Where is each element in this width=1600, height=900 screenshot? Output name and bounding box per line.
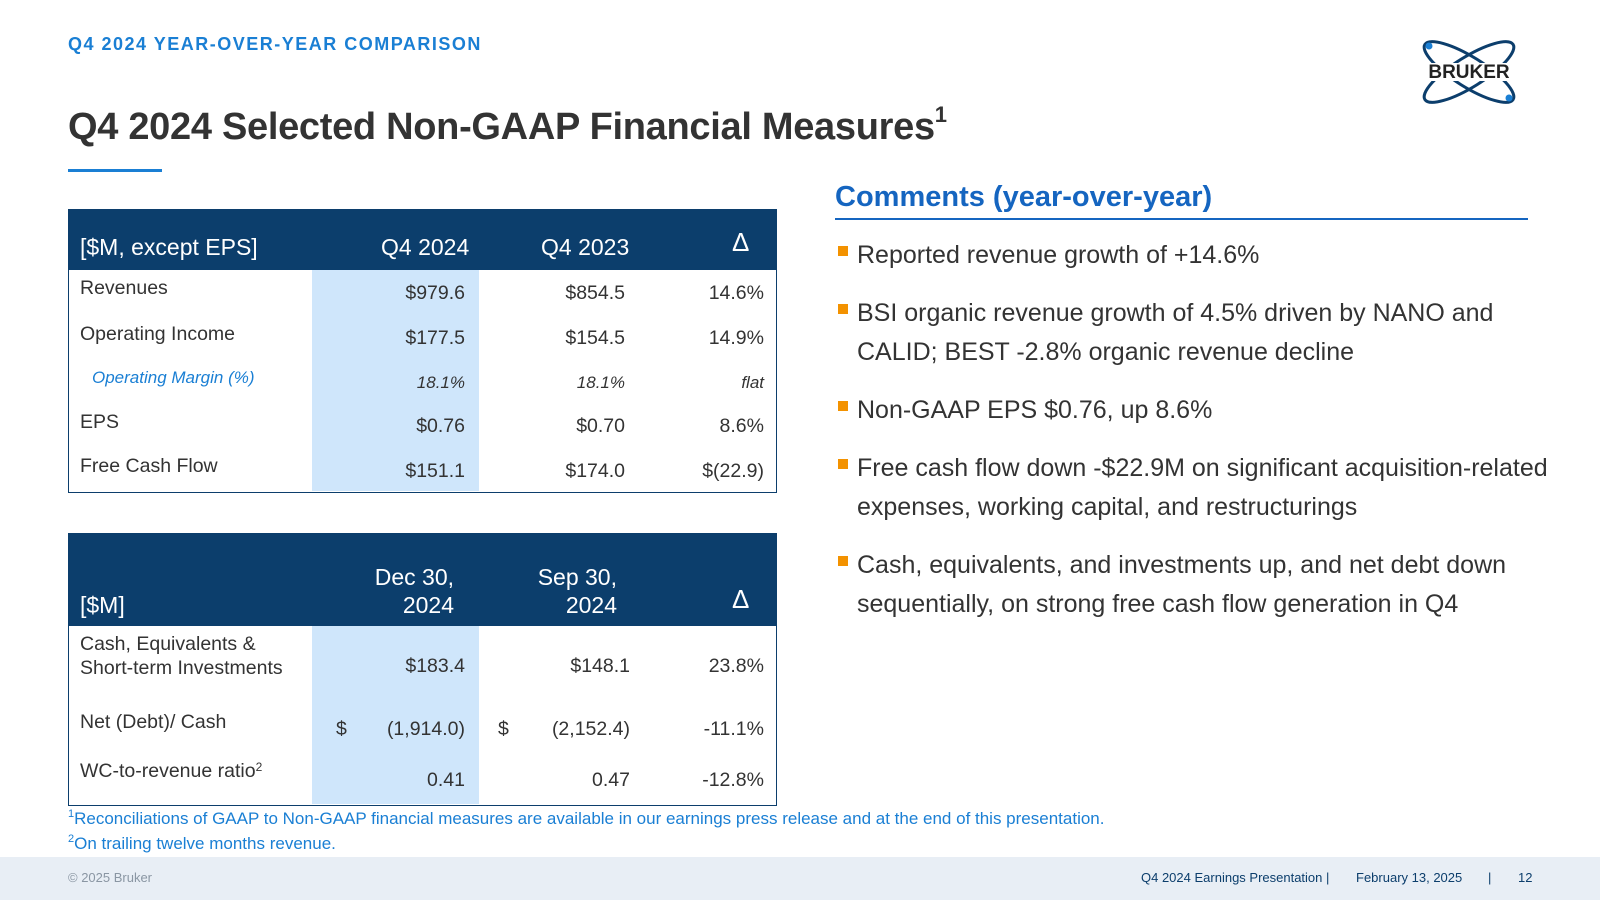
balance-measures-table: [$M] Dec 30, 2024 Sep 30, 2024 Δ Cash, E… [68,533,777,806]
row-label: Free Cash Flow [80,455,218,477]
comments-title: Comments (year-over-year) [835,181,1213,213]
column-header-q4-2023: Q4 2023 [541,234,630,260]
cell-q4-2023: $854.5 [565,282,625,304]
footnote-2: 2On trailing twelve months revenue. [68,833,336,854]
highlight-column [312,270,479,491]
column-header-dec-line2: 2024 [402,592,454,618]
column-header-sep-line1: Sep 30, [537,564,617,590]
table-header: [$M, except EPS] Q4 2024 Q4 2023 Δ [69,210,776,270]
footnote-1-mark: 1 [68,808,75,820]
row-label: EPS [80,411,120,433]
logo-wordmark: BRUKER [1428,62,1510,83]
footer-bar: © 2025 Bruker Q4 2024 Earnings Presentat… [0,857,1600,900]
cell-q4-2023: 18.1% [576,373,625,392]
footer-presentation-name: Q4 2024 Earnings Presentation | [1141,870,1330,885]
row-label-line1: Cash, Equivalents & [80,633,256,655]
cell-dec-2024: $183.4 [405,655,465,677]
highlight-column [312,626,479,804]
comments-list: Reported revenue growth of +14.6% BSI or… [835,236,1550,643]
cell-dec-currency: $ [336,718,347,740]
footer-date: February 13, 2025 [1356,870,1463,885]
cell-q4-2023: $174.0 [565,460,625,482]
cell-q4-2024: $0.76 [416,415,465,437]
row-label: Operating Income [80,323,236,345]
cell-delta: flat [741,373,764,392]
footnote-1: 1Reconciliations of GAAP to Non-GAAP fin… [68,808,1105,829]
cell-q4-2024: $979.6 [405,282,465,304]
cell-q4-2024: 18.1% [416,373,465,392]
footnote-2-mark: 2 [68,833,75,845]
column-header-label: [$M, except EPS] [80,234,258,260]
row-label: Operating Margin (%) [92,368,255,387]
column-header-label: [$M] [80,592,125,618]
cell-dec-2024: 0.41 [427,769,465,791]
footnote-2-text: On trailing twelve months revenue. [74,834,336,853]
column-header-sep-line2: 2024 [565,592,617,618]
comment-bullet: BSI organic revenue growth of 4.5% drive… [835,294,1550,372]
title-footnote-mark: 1 [934,102,947,127]
page-title-text: Q4 2024 Selected Non-GAAP Financial Meas… [68,106,935,148]
footer-page-number: 12 [1518,870,1533,885]
cell-q4-2023: $154.5 [565,327,625,349]
row-label-line2: Short-term Investments [80,657,283,679]
row-label: Revenues [80,277,168,299]
comment-bullet: Cash, equivalents, and investments up, a… [835,546,1550,624]
cell-delta: 14.9% [708,327,764,349]
income-measures-table: [$M, except EPS] Q4 2024 Q4 2023 Δ Reven… [68,209,777,493]
row-label: Net (Debt)/ Cash [80,711,227,733]
comments-underline [835,218,1528,220]
comment-bullet: Reported revenue growth of +14.6% [835,236,1550,275]
eyebrow-label: Q4 2024 YEAR-OVER-YEAR COMPARISON [68,34,482,54]
cell-dec-2024: (1,914.0) [386,718,465,740]
column-header-q4-2024: Q4 2024 [381,234,470,260]
cell-sep-2024: 0.47 [592,769,630,791]
comment-bullet: Free cash flow down -$22.9M on significa… [835,449,1550,527]
comment-bullet: Non-GAAP EPS $0.76, up 8.6% [835,391,1550,430]
cell-q4-2023: $0.70 [576,415,625,437]
cell-delta: 23.8% [708,655,764,677]
cell-sep-2024: (2,152.4) [551,718,630,740]
cell-delta: -12.8% [702,769,764,791]
column-header-delta: Δ [732,584,750,614]
cell-sep-2024: $148.1 [570,655,630,677]
row-label: WC-to-revenue ratio2 [80,760,262,783]
cell-q4-2024: $177.5 [405,327,465,349]
column-header-delta: Δ [732,227,750,257]
footer-separator: | [1488,870,1492,885]
page-title: Q4 2024 Selected Non-GAAP Financial Meas… [68,102,947,149]
table-header: [$M] Dec 30, 2024 Sep 30, 2024 Δ [69,534,776,626]
cell-delta: $(22.9) [702,460,764,482]
cell-q4-2024: $151.1 [405,460,465,482]
title-underline [68,169,162,172]
cell-delta: 8.6% [719,415,764,437]
footnote-1-text: Reconciliations of GAAP to Non-GAAP fina… [74,809,1105,828]
cell-sep-currency: $ [498,718,509,740]
bruker-logo: BRUKER [1405,40,1533,104]
cell-delta: 14.6% [708,282,764,304]
row-label-text: WC-to-revenue ratio [80,760,256,782]
footnote-mark: 2 [255,760,263,774]
column-header-dec-line1: Dec 30, [374,564,454,590]
footer-copyright: © 2025 Bruker [68,870,153,885]
cell-delta: -11.1% [703,718,764,740]
